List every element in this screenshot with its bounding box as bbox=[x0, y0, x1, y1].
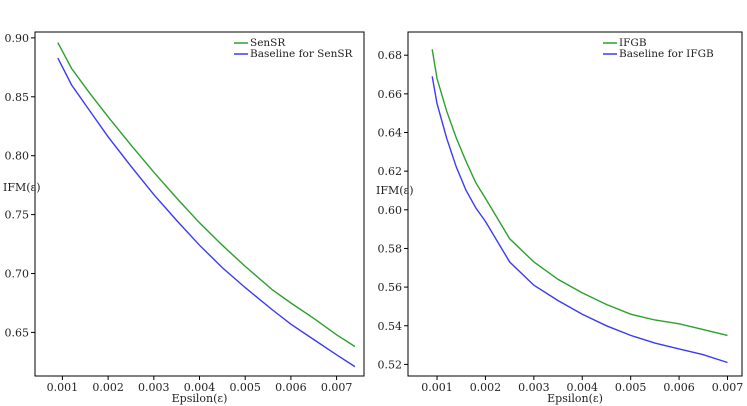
y-tick-label: 0.52 bbox=[378, 358, 403, 371]
x-tick-label: 0.001 bbox=[47, 381, 79, 394]
y-tick-label: 0.68 bbox=[378, 49, 403, 62]
x-tick-label: 0.002 bbox=[92, 381, 124, 394]
x-tick-label: 0.006 bbox=[663, 381, 695, 394]
y-tick-label: 0.80 bbox=[5, 150, 30, 163]
x-tick-label: 0.003 bbox=[138, 381, 170, 394]
x-tick-label: 0.007 bbox=[321, 381, 353, 394]
y-tick-label: 0.90 bbox=[5, 32, 30, 45]
x-tick-label: 0.007 bbox=[712, 381, 744, 394]
y-tick-label: 0.70 bbox=[5, 268, 30, 281]
x-axis-label: Epsilon(ε) bbox=[547, 392, 603, 405]
y-tick-label: 0.85 bbox=[5, 91, 30, 104]
plot-frame bbox=[34, 31, 365, 377]
x-tick-label: 0.005 bbox=[615, 381, 647, 394]
x-tick-label: 0.001 bbox=[421, 381, 453, 394]
y-tick-label: 0.54 bbox=[378, 320, 403, 333]
x-tick-label: 0.002 bbox=[470, 381, 502, 394]
y-tick-label: 0.64 bbox=[378, 126, 403, 139]
x-tick-label: 0.004 bbox=[567, 381, 599, 394]
chart-panel-left: 0.001 0.002 0.003 0.004 0.005 0.006 0.007 0.65 0… bbox=[3, 31, 365, 405]
legend-label: SenSR bbox=[250, 37, 286, 49]
series-line-sensr bbox=[57, 42, 356, 348]
y-axis-label: IFM(ε) bbox=[3, 181, 41, 194]
x-axis-label: Epsilon(ε) bbox=[172, 392, 228, 405]
y-tick-label: 0.56 bbox=[378, 281, 403, 294]
legend-label: IFGB bbox=[619, 37, 647, 49]
y-axis-label: IFM(ε) bbox=[376, 184, 414, 197]
y-tick-label: 0.65 bbox=[5, 326, 30, 339]
series-line-baseline-for-sensr bbox=[57, 57, 356, 368]
legend-label: Baseline for IFGB bbox=[619, 48, 714, 60]
y-tick-label: 0.58 bbox=[378, 242, 403, 255]
plot-frame bbox=[407, 31, 743, 377]
y-tick-label: 0.75 bbox=[5, 209, 30, 222]
chart-panel-right: 0.001 0.002 0.003 0.004 0.005 0.006 0.007 0.52 0… bbox=[376, 31, 744, 405]
y-tick-label: 0.66 bbox=[378, 88, 403, 101]
series-line-ifgb bbox=[431, 49, 728, 337]
y-tick-label: 0.60 bbox=[378, 204, 403, 217]
x-tick-label: 0.006 bbox=[275, 381, 307, 394]
x-tick-label: 0.005 bbox=[229, 381, 261, 394]
x-tick-label: 0.004 bbox=[184, 381, 216, 394]
legend-label: Baseline for SenSR bbox=[250, 48, 354, 60]
x-tick-label: 0.003 bbox=[518, 381, 550, 394]
series-line-baseline-for-ifgb bbox=[431, 76, 728, 364]
y-tick-label: 0.62 bbox=[378, 165, 403, 178]
